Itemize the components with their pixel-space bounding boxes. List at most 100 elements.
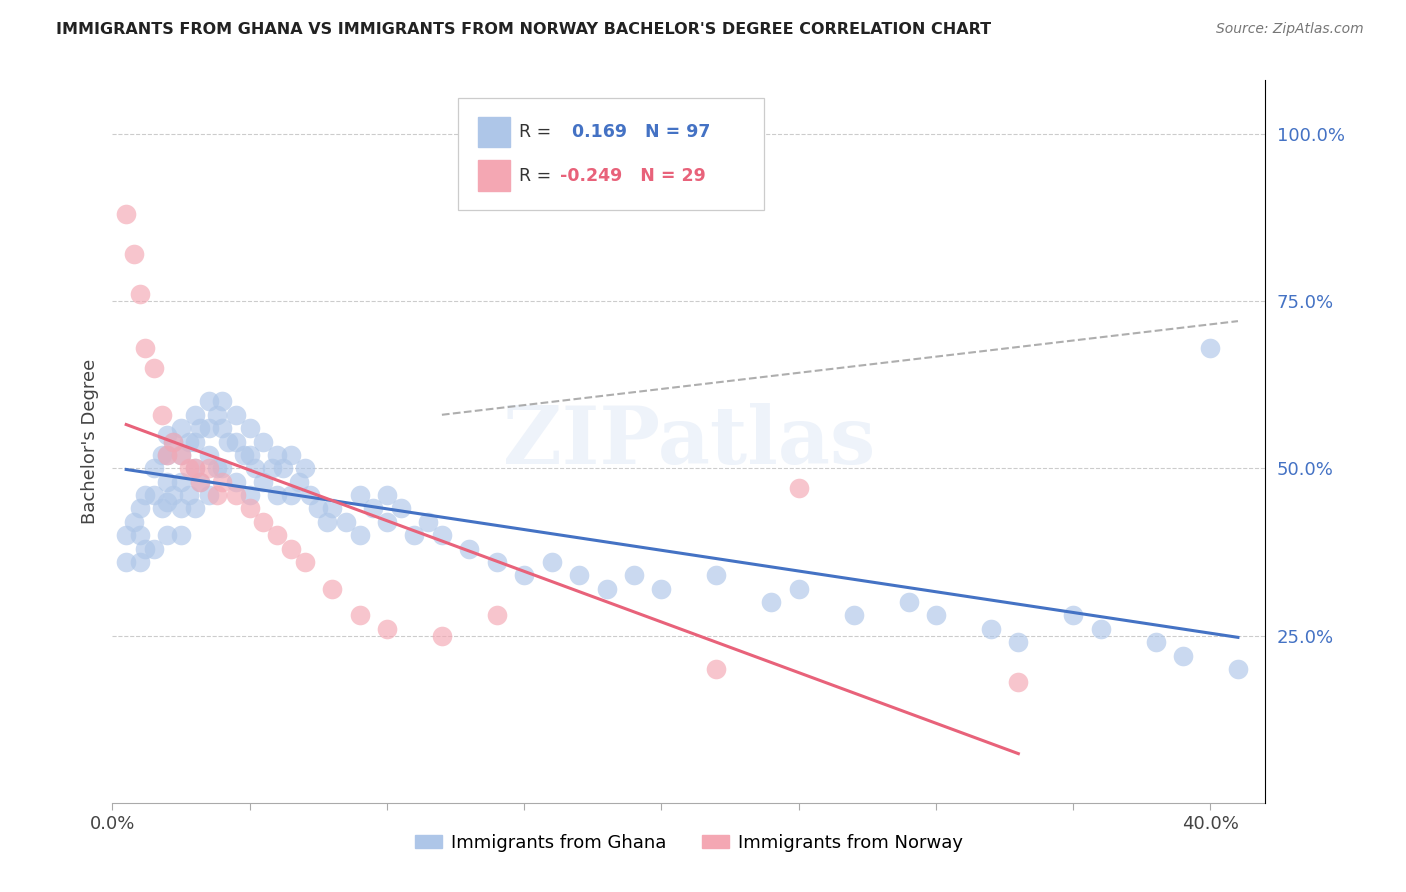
Point bbox=[211, 461, 233, 475]
Point bbox=[150, 448, 173, 462]
Point bbox=[184, 461, 207, 475]
Point bbox=[197, 448, 219, 462]
Point bbox=[142, 361, 165, 376]
Point bbox=[205, 408, 228, 422]
Point bbox=[225, 488, 247, 502]
Point bbox=[349, 488, 371, 502]
Point bbox=[513, 568, 536, 582]
Point bbox=[266, 448, 288, 462]
Point bbox=[162, 488, 184, 502]
Point bbox=[271, 461, 294, 475]
Point bbox=[184, 408, 207, 422]
Point bbox=[321, 501, 343, 516]
Point bbox=[706, 568, 728, 582]
Point bbox=[266, 488, 288, 502]
Point bbox=[280, 541, 302, 556]
Point bbox=[842, 608, 865, 623]
Point bbox=[179, 488, 201, 502]
Point bbox=[170, 528, 193, 542]
Point bbox=[349, 608, 371, 623]
Point bbox=[540, 555, 562, 569]
Point bbox=[1144, 635, 1167, 649]
Point bbox=[134, 341, 156, 355]
Point bbox=[179, 461, 201, 475]
Point bbox=[294, 461, 316, 475]
Point bbox=[252, 515, 274, 529]
Text: R =: R = bbox=[519, 123, 557, 141]
Point bbox=[124, 515, 146, 529]
Point bbox=[211, 421, 233, 435]
Text: Source: ZipAtlas.com: Source: ZipAtlas.com bbox=[1216, 22, 1364, 37]
Point bbox=[897, 595, 920, 609]
Point bbox=[124, 247, 146, 261]
Point bbox=[299, 488, 322, 502]
Point bbox=[389, 501, 412, 516]
Point bbox=[233, 448, 256, 462]
Point bbox=[188, 421, 211, 435]
Point bbox=[245, 461, 267, 475]
Point bbox=[1226, 662, 1249, 676]
Point bbox=[485, 608, 508, 623]
Point bbox=[179, 434, 201, 449]
Point bbox=[156, 528, 179, 542]
Point bbox=[375, 488, 398, 502]
Point bbox=[280, 488, 302, 502]
Point bbox=[418, 515, 440, 529]
Point bbox=[1199, 341, 1222, 355]
Point bbox=[1062, 608, 1084, 623]
Point bbox=[197, 421, 219, 435]
Point bbox=[225, 475, 247, 489]
Point bbox=[980, 622, 1002, 636]
Point bbox=[280, 448, 302, 462]
Point bbox=[134, 541, 156, 556]
Point bbox=[787, 582, 810, 596]
Point bbox=[184, 434, 207, 449]
Point bbox=[115, 528, 138, 542]
Point bbox=[115, 207, 138, 221]
Point bbox=[188, 475, 211, 489]
Point bbox=[170, 448, 193, 462]
Point bbox=[315, 515, 337, 529]
Point bbox=[706, 662, 728, 676]
Point bbox=[595, 582, 617, 596]
FancyBboxPatch shape bbox=[458, 98, 763, 211]
Point bbox=[205, 461, 228, 475]
Point bbox=[925, 608, 948, 623]
Point bbox=[156, 494, 179, 508]
Point bbox=[1007, 635, 1029, 649]
Point bbox=[184, 461, 207, 475]
Point bbox=[142, 461, 165, 475]
Point bbox=[294, 555, 316, 569]
Point bbox=[188, 475, 211, 489]
Point bbox=[129, 528, 152, 542]
Point bbox=[115, 555, 138, 569]
Point bbox=[211, 475, 233, 489]
Point bbox=[239, 488, 262, 502]
Point bbox=[404, 528, 426, 542]
Point bbox=[761, 595, 783, 609]
Text: -0.249   N = 29: -0.249 N = 29 bbox=[560, 167, 706, 185]
Point bbox=[375, 515, 398, 529]
Point bbox=[266, 528, 288, 542]
Point bbox=[321, 582, 343, 596]
Point bbox=[162, 434, 184, 449]
Point bbox=[134, 488, 156, 502]
Point bbox=[217, 434, 239, 449]
Point bbox=[335, 515, 357, 529]
Point bbox=[162, 434, 184, 449]
Point bbox=[197, 394, 219, 409]
Point bbox=[361, 501, 384, 516]
Legend: Immigrants from Ghana, Immigrants from Norway: Immigrants from Ghana, Immigrants from N… bbox=[408, 826, 970, 859]
Text: IMMIGRANTS FROM GHANA VS IMMIGRANTS FROM NORWAY BACHELOR'S DEGREE CORRELATION CH: IMMIGRANTS FROM GHANA VS IMMIGRANTS FROM… bbox=[56, 22, 991, 37]
Text: R =: R = bbox=[519, 167, 557, 185]
Point bbox=[170, 421, 193, 435]
Point bbox=[288, 475, 311, 489]
Point bbox=[1090, 622, 1112, 636]
Point bbox=[787, 482, 810, 496]
Point bbox=[156, 448, 179, 462]
Point bbox=[260, 461, 283, 475]
Point bbox=[239, 448, 262, 462]
Point bbox=[458, 541, 481, 556]
Text: 0.169   N = 97: 0.169 N = 97 bbox=[560, 123, 710, 141]
Point bbox=[197, 488, 219, 502]
